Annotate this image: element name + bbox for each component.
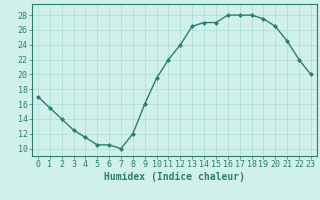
X-axis label: Humidex (Indice chaleur): Humidex (Indice chaleur)	[104, 172, 245, 182]
